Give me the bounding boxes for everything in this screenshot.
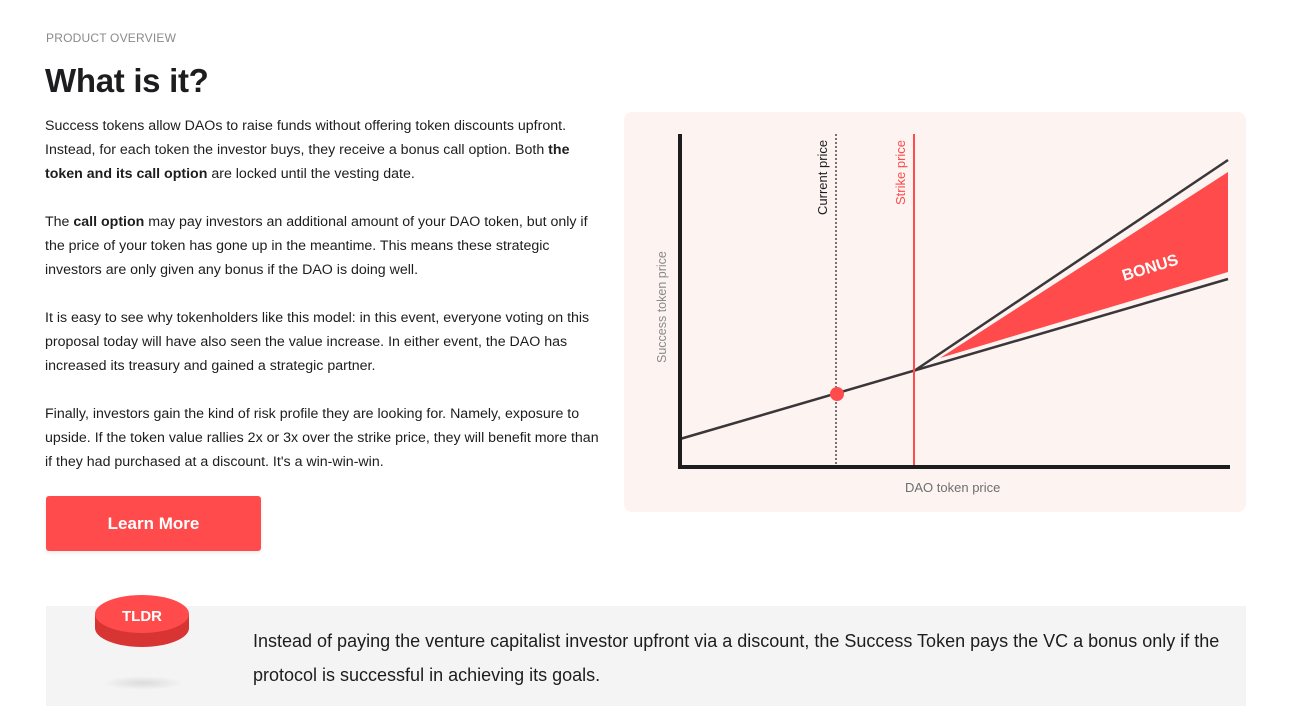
tldr-text: Instead of paying the venture capitalist… [253,631,1220,685]
tldr-badge-text: TLDR [122,608,162,625]
current-price-dot [830,387,844,401]
call-payoff-line [913,158,1229,373]
payoff-diagram-svg: Current price Strike price Success token… [655,134,1230,495]
paragraph-2: The call option may pay investors an add… [45,214,588,278]
payoff-diagram: Current price Strike price Success token… [624,112,1246,512]
token-payoff-line [679,277,1229,441]
eyebrow-label: PRODUCT OVERVIEW [46,31,177,45]
bonus-region [940,172,1228,358]
description-text: Success tokens allow DAOs to raise funds… [45,114,605,498]
paragraph-1: Success tokens allow DAOs to raise funds… [45,118,570,182]
current-price-label: Current price [815,140,830,215]
paragraph-4: Finally, investors gain the kind of risk… [45,406,599,470]
x-axis-label: DAO token price [905,480,1000,495]
page-title: What is it? [45,62,209,99]
strike-price-label: Strike price [893,140,908,205]
learn-more-button[interactable]: Learn More [46,496,261,551]
tldr-panel: TLDR Instead of paying the venture capit… [46,595,1246,706]
tldr-badge: TLDR [95,595,189,647]
paragraph-3: It is easy to see why tokenholders like … [45,310,590,374]
tldr-badge-shadow [102,676,184,690]
y-axis-label: Success token price [655,251,669,363]
